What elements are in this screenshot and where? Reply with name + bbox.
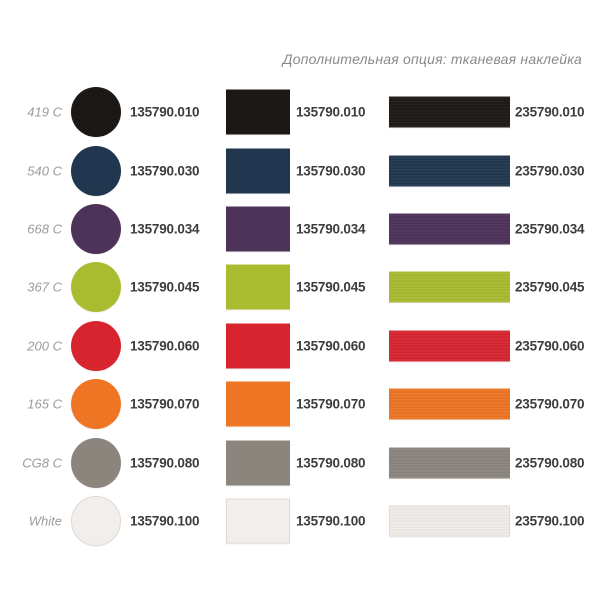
product-code-circle: 135790.080	[130, 455, 200, 471]
fabric-swatch	[226, 264, 290, 310]
table-row: White 135790.100 135790.100 235790.100	[0, 492, 600, 550]
pantone-label: 367 C	[27, 279, 62, 295]
table-row: 200 C 135790.060 135790.060 235790.060	[0, 317, 600, 375]
circle-swatch	[71, 379, 121, 430]
product-code-ribbon: 235790.100	[515, 513, 585, 529]
circle-swatch	[71, 87, 121, 138]
product-code-ribbon: 235790.070	[515, 396, 585, 412]
table-row: 419 C 135790.010 135790.010 235790.010	[0, 83, 600, 141]
pantone-label: 200 C	[27, 338, 62, 354]
pantone-label: 668 C	[27, 221, 62, 237]
product-code-circle: 135790.010	[130, 104, 200, 120]
product-code-circle: 135790.034	[130, 221, 200, 237]
fabric-swatch	[226, 498, 290, 544]
product-code-ribbon: 235790.080	[515, 455, 585, 471]
table-row: 668 C 135790.034 135790.034 235790.034	[0, 200, 600, 258]
pantone-label: 540 C	[27, 163, 62, 179]
swatch-table: 419 C 135790.010 135790.010 235790.010 5…	[0, 83, 600, 550]
ribbon-swatch	[389, 447, 510, 479]
fabric-swatch	[226, 148, 290, 194]
circle-swatch	[71, 320, 121, 371]
circle-swatch	[71, 145, 121, 196]
circle-swatch	[71, 262, 121, 313]
ribbon-swatch	[389, 388, 510, 420]
product-code-fabric: 135790.080	[296, 455, 366, 471]
product-code-circle: 135790.100	[130, 513, 200, 529]
table-row: 165 C 135790.070 135790.070 235790.070	[0, 375, 600, 433]
product-code-fabric: 135790.045	[296, 279, 366, 295]
header-note: Дополнительная опция: тканевая наклейка	[282, 51, 582, 67]
ribbon-swatch	[389, 96, 510, 128]
product-code-ribbon: 235790.045	[515, 279, 585, 295]
ribbon-swatch	[389, 505, 510, 537]
fabric-swatch	[226, 381, 290, 427]
circle-swatch	[71, 437, 121, 488]
product-code-fabric: 135790.070	[296, 396, 366, 412]
table-row: CG8 C 135790.080 135790.080 235790.080	[0, 433, 600, 491]
ribbon-swatch	[389, 213, 510, 245]
product-code-circle: 135790.045	[130, 279, 200, 295]
product-code-ribbon: 235790.030	[515, 163, 585, 179]
product-code-fabric: 135790.034	[296, 221, 366, 237]
fabric-swatch	[226, 206, 290, 252]
pantone-label: CG8 C	[22, 455, 62, 471]
fabric-swatch	[226, 89, 290, 135]
product-code-ribbon: 235790.034	[515, 221, 585, 237]
circle-swatch	[71, 495, 121, 546]
ribbon-swatch	[389, 330, 510, 362]
product-code-fabric: 135790.010	[296, 104, 366, 120]
pantone-label: 165 C	[27, 396, 62, 412]
product-code-ribbon: 235790.010	[515, 104, 585, 120]
product-code-circle: 135790.070	[130, 396, 200, 412]
product-code-fabric: 135790.060	[296, 338, 366, 354]
product-code-fabric: 135790.100	[296, 513, 366, 529]
fabric-swatch	[226, 440, 290, 486]
pantone-label: 419 C	[27, 104, 62, 120]
pantone-label: White	[28, 513, 62, 529]
fabric-swatch	[226, 323, 290, 369]
ribbon-swatch	[389, 155, 510, 187]
product-code-circle: 135790.060	[130, 338, 200, 354]
table-row: 540 C 135790.030 135790.030 235790.030	[0, 141, 600, 199]
table-row: 367 C 135790.045 135790.045 235790.045	[0, 258, 600, 316]
product-code-ribbon: 235790.060	[515, 338, 585, 354]
product-code-circle: 135790.030	[130, 163, 200, 179]
ribbon-swatch	[389, 271, 510, 303]
product-code-fabric: 135790.030	[296, 163, 366, 179]
circle-swatch	[71, 203, 121, 254]
